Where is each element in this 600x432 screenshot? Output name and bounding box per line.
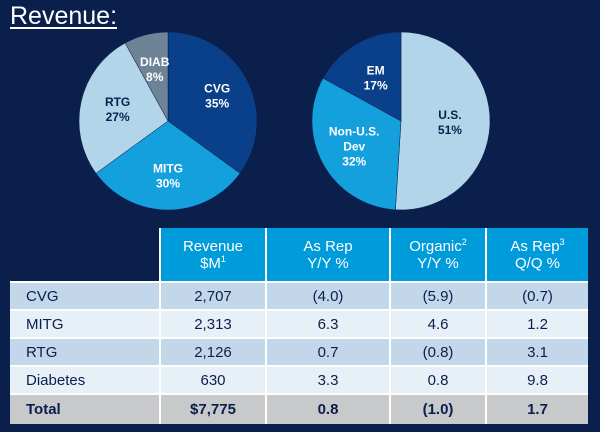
header-revenue-line1: Revenue — [182, 238, 244, 255]
table-row-rtg: RTG 2,126 0.7 (0.8) 3.1 — [10, 337, 588, 366]
table-cell: 0.8 — [389, 365, 486, 394]
row-label: RTG — [10, 337, 160, 366]
pie-slice-mitg — [95, 120, 241, 211]
table-cell: 4.6 — [389, 309, 486, 338]
footnote-1: 1 — [220, 254, 226, 264]
pie-slice-rtg — [78, 42, 169, 174]
header-organic-line2: Y/Y % — [417, 255, 459, 272]
table-cell: 0.8 — [265, 393, 390, 424]
geography-pie: U.S. 51% Non-U.S. Dev 32% EM 17% — [311, 31, 491, 211]
table-cell: (0.8) — [389, 337, 486, 366]
header-asrep-yy-line1: As Rep — [303, 238, 353, 255]
table-cell: 6.3 — [265, 309, 390, 338]
pie-slice-diab — [124, 31, 169, 122]
table-cell: $7,775 — [159, 393, 266, 424]
table-row-cvg: CVG 2,707 (4.0) (5.9) (0.7) — [10, 281, 588, 310]
slice-label-non-u-s-dev: Non-U.S. Dev 32% — [329, 125, 380, 169]
segment-pie: CVG 35% MITG 30% RTG 27% DIAB 8% — [78, 31, 258, 211]
row-label: MITG — [10, 309, 160, 338]
header-organic-yy: Organic2 Y/Y % — [389, 228, 486, 282]
row-label: CVG — [10, 281, 160, 310]
row-label: Diabetes — [10, 365, 160, 394]
slice-label-rtg: RTG 27% — [105, 95, 130, 124]
table-cell: 0.7 — [265, 337, 390, 366]
table-row-total: Total $7,775 0.8 (1.0) 1.7 — [10, 393, 588, 424]
header-corner — [10, 228, 160, 282]
table-row-diabetes: Diabetes 630 3.3 0.8 9.8 — [10, 365, 588, 394]
header-revenue-line2: $M — [200, 255, 221, 272]
header-asrep-yy-line2: Y/Y % — [307, 255, 349, 272]
slice-label-em: EM 17% — [364, 64, 388, 93]
table-cell: 630 — [159, 365, 266, 394]
table-row-mitg: MITG 2,313 6.3 4.6 1.2 — [10, 309, 588, 338]
segment-pie-chart: CVG 35% MITG 30% RTG 27% DIAB 8% U.S. 51% Non-U.S… — [78, 31, 491, 211]
header-asrep-qq: As Rep3 Q/Q % — [485, 228, 588, 282]
table-cell: 1.2 — [485, 309, 588, 338]
table-cell: 3.1 — [485, 337, 588, 366]
table-cell: (0.7) — [485, 281, 588, 310]
table-header-row: Revenue $M1 As Rep Y/Y % Organic2 Y/Y % … — [10, 228, 588, 282]
pie-slice-em — [322, 31, 402, 122]
slice-label-mitg: MITG 30% — [153, 162, 183, 191]
table-cell: 3.3 — [265, 365, 390, 394]
slice-label-cvg: CVG 35% — [204, 81, 230, 110]
revenue-table: Revenue $M1 As Rep Y/Y % Organic2 Y/Y % … — [10, 228, 588, 424]
header-revenue: Revenue $M1 — [159, 228, 266, 282]
footnote-2: 2 — [461, 237, 467, 247]
header-asrep-qq-line2: Q/Q % — [514, 255, 560, 272]
table-cell: 9.8 — [485, 365, 588, 394]
row-label: Total — [10, 393, 160, 424]
slice-label-u-s: U.S. 51% — [438, 108, 462, 137]
page-title: Revenue: — [10, 2, 118, 30]
header-organic-line1: Organic — [409, 238, 462, 255]
table-cell: 1.7 — [485, 393, 588, 424]
footnote-3: 3 — [559, 237, 565, 247]
header-asrep-yy: As Rep Y/Y % — [265, 228, 390, 282]
table-cell: (4.0) — [265, 281, 390, 310]
pie-slice-non-u-s-dev — [311, 77, 402, 211]
table-cell: 2,313 — [159, 309, 266, 338]
slice-label-diab: DIAB 8% — [140, 55, 170, 84]
table-cell: (1.0) — [389, 393, 486, 424]
pie-slice-cvg — [167, 31, 258, 174]
header-asrep-qq-line1: As Rep — [510, 238, 560, 255]
table-cell: 2,707 — [159, 281, 266, 310]
table-cell: 2,126 — [159, 337, 266, 366]
table-cell: (5.9) — [389, 281, 486, 310]
pie-slice-u-s — [395, 31, 491, 211]
